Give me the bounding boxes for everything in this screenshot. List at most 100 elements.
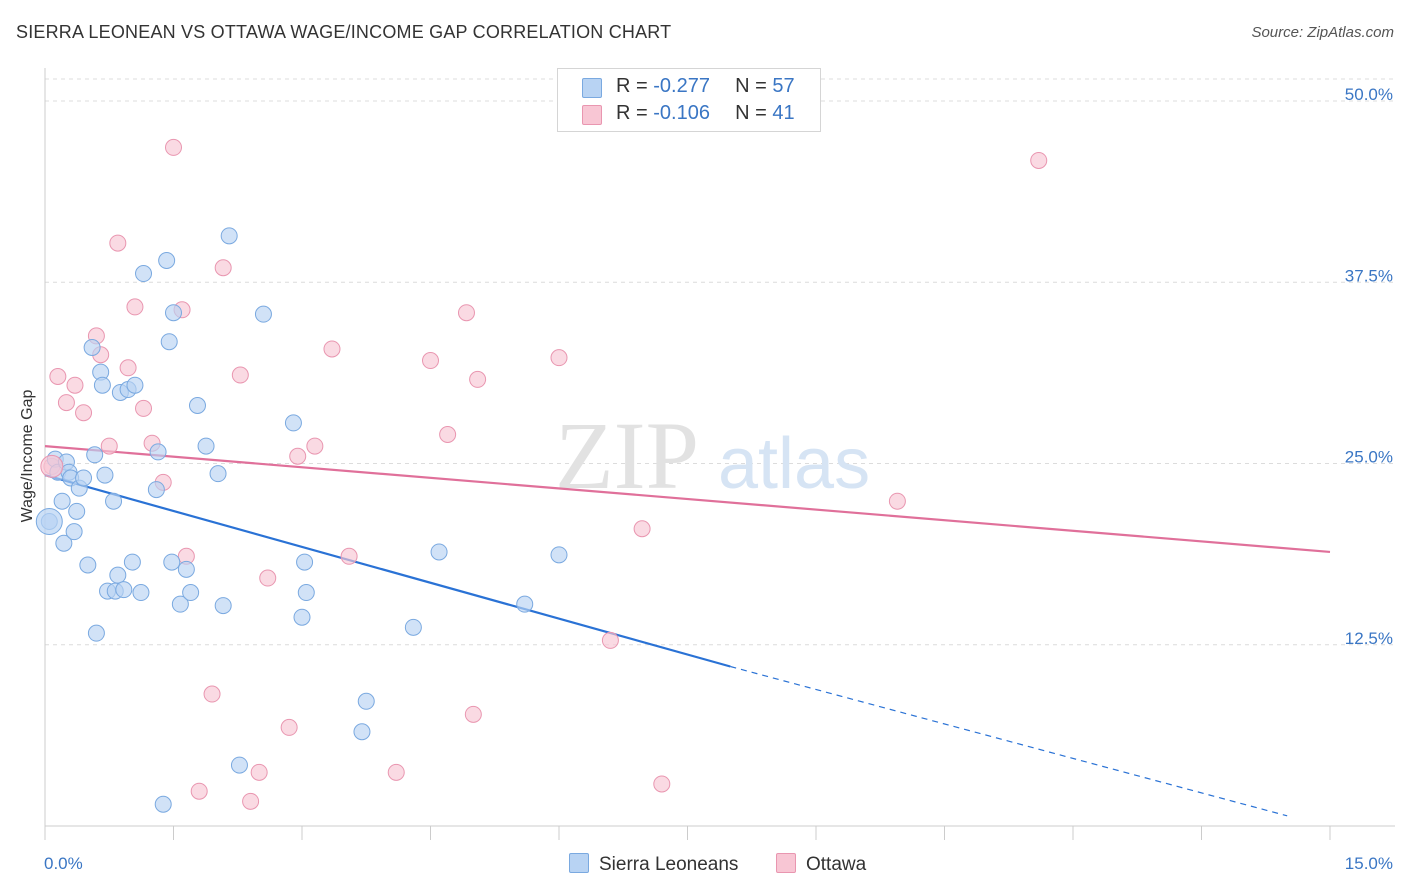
data-point-sierra-leoneans: [83, 339, 101, 356]
trend-line-ottawa: [44, 445, 1331, 554]
data-point-sierra-leoneans: [35, 508, 63, 535]
data-point-sierra-leoneans: [154, 795, 172, 813]
y-tick-label: 50.0%: [1345, 85, 1393, 104]
data-point-ottawa: [340, 547, 358, 565]
legend-r-value: -0.106: [653, 102, 710, 124]
data-point-ottawa: [40, 454, 64, 478]
y-tick-labels: 12.5% 25.0% 37.5% 50.0%: [1345, 85, 1393, 648]
legend-swatch-pink: [776, 853, 796, 873]
data-point-sierra-leoneans: [65, 523, 83, 541]
data-point-sierra-leoneans: [293, 608, 311, 626]
data-point-sierra-leoneans: [87, 624, 105, 642]
data-point-ottawa: [422, 352, 439, 370]
data-point-sierra-leoneans: [79, 556, 97, 574]
data-point-ottawa: [457, 304, 475, 322]
y-axis-label: Wage/Income Gap: [19, 390, 36, 523]
data-point-sierra-leoneans: [357, 692, 375, 710]
gridlines: [45, 78, 1395, 646]
data-point-ottawa: [250, 763, 268, 781]
data-point-sierra-leoneans: [516, 595, 534, 613]
legend-n-value: 57: [772, 75, 795, 97]
data-point-ottawa: [469, 370, 487, 388]
data-point-sierra-leoneans: [123, 553, 141, 571]
x-tick-labels: 0.0% 15.0%: [44, 854, 1393, 873]
data-point-sierra-leoneans: [53, 492, 71, 510]
data-point-ottawa: [289, 447, 307, 465]
x-tick-label: 0.0%: [44, 854, 83, 873]
data-point-ottawa: [135, 399, 153, 417]
data-point-sierra-leoneans: [214, 597, 232, 615]
data-point-sierra-leoneans: [55, 534, 73, 552]
data-point-sierra-leoneans: [115, 581, 133, 599]
data-point-sierra-leoneans: [105, 492, 123, 510]
data-point-ottawa: [214, 259, 232, 277]
data-point-sierra-leoneans: [132, 584, 150, 602]
data-point-sierra-leoneans: [182, 584, 200, 602]
data-point-sierra-leoneans: [163, 553, 181, 571]
data-point-sierra-leoneans: [75, 469, 93, 487]
data-point-ottawa: [126, 298, 144, 316]
data-point-ottawa: [550, 349, 568, 367]
data-point-sierra-leoneans: [147, 481, 165, 499]
trend-line-sierra-leoneans-extension: [730, 665, 1288, 817]
data-point-sierra-leoneans: [188, 397, 206, 414]
legend-swatch-blue: [569, 853, 589, 873]
data-point-ottawa: [601, 631, 619, 649]
source-credit: Source: ZipAtlas.com: [1251, 24, 1394, 41]
data-point-ottawa: [100, 437, 118, 455]
data-point-sierra-leoneans: [135, 265, 153, 283]
legend-swatch-blue: [582, 78, 602, 98]
legend-item-ottawa: Ottawa: [776, 853, 866, 876]
legend-swatch-pink: [582, 105, 602, 125]
data-point-ottawa: [231, 366, 249, 384]
data-point-ottawa: [57, 394, 75, 412]
watermark-atlas: atlas: [718, 424, 870, 504]
legend-n-value: 41: [772, 102, 795, 124]
data-point-sierra-leoneans: [149, 443, 167, 461]
legend-item-sierra-leoneans: Sierra Leoneans: [569, 853, 738, 876]
data-point-ottawa: [66, 376, 84, 394]
data-point-ottawa: [259, 569, 277, 587]
legend-n-label: N =: [735, 75, 773, 97]
y-tick-label: 37.5%: [1345, 266, 1393, 285]
data-point-sierra-leoneans: [284, 414, 302, 432]
data-point-sierra-leoneans: [171, 595, 189, 613]
data-point-sierra-leoneans: [93, 376, 111, 394]
data-point-ottawa: [439, 426, 457, 443]
data-point-ottawa: [387, 763, 405, 781]
data-point-sierra-leoneans: [220, 227, 238, 245]
stats-legend: R = -0.277 N = 57 R = -0.106 N = 41: [557, 68, 821, 132]
data-point-ottawa: [306, 437, 324, 455]
data-point-sierra-leoneans: [158, 252, 176, 269]
data-point-ottawa: [109, 234, 127, 252]
data-point-sierra-leoneans: [404, 618, 422, 636]
data-point-ottawa: [323, 340, 341, 358]
data-point-ottawa: [633, 520, 651, 538]
legend-r-value: -0.277: [653, 75, 710, 97]
data-point-sierra-leoneans: [209, 465, 227, 483]
data-point-sierra-leoneans: [550, 546, 568, 564]
data-point-ottawa: [190, 782, 208, 800]
data-point-sierra-leoneans: [165, 304, 182, 322]
data-point-ottawa: [888, 492, 906, 510]
data-point-sierra-leoneans: [177, 560, 195, 578]
data-point-ottawa: [464, 705, 482, 723]
legend-label: Ottawa: [806, 854, 867, 875]
data-point-sierra-leoneans: [197, 437, 215, 455]
data-point-ottawa: [280, 718, 298, 736]
data-point-sierra-leoneans: [296, 553, 314, 571]
data-point-sierra-leoneans: [96, 466, 114, 484]
data-point-ottawa: [119, 359, 137, 377]
data-point-ottawa: [165, 138, 182, 156]
data-point-sierra-leoneans: [86, 446, 104, 464]
data-point-ottawa: [653, 775, 671, 793]
data-point-ottawa: [242, 792, 260, 810]
data-point-sierra-leoneans: [126, 376, 144, 394]
data-point-sierra-leoneans: [109, 566, 127, 584]
data-point-ottawa: [1030, 151, 1048, 169]
legend-label: Sierra Leoneans: [599, 854, 739, 875]
data-point-ottawa: [75, 404, 93, 422]
y-tick-label: 12.5%: [1345, 629, 1393, 648]
y-tick-label: 25.0%: [1345, 448, 1393, 467]
